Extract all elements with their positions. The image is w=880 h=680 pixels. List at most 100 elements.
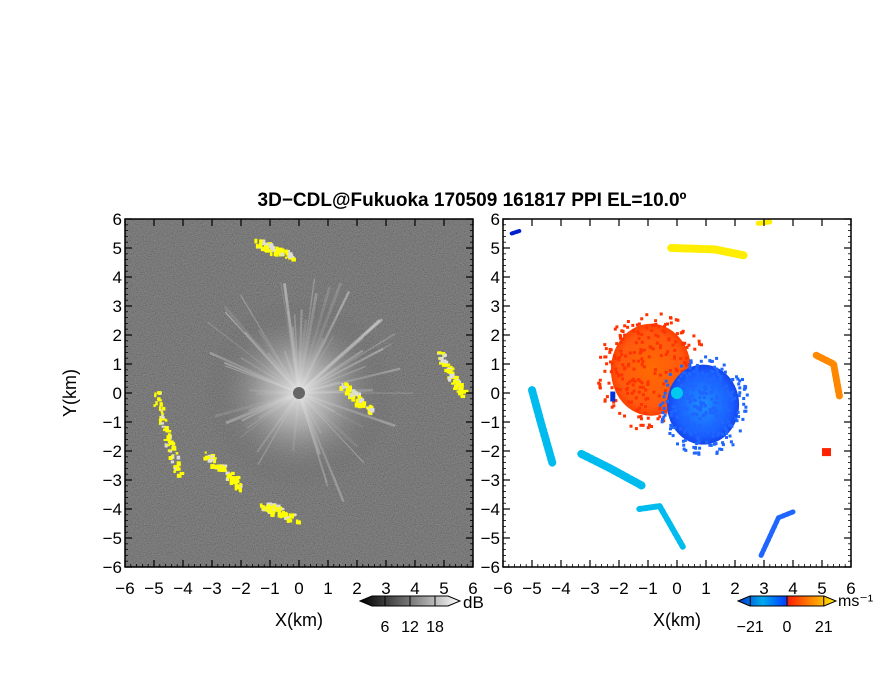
receding-pixel [673,348,677,352]
receding-pixel [603,343,607,347]
receding-pixel [632,389,636,393]
receding-pixel [646,397,650,400]
approaching-pixel [695,370,699,374]
approaching-pixel [699,405,703,409]
echo-pixel [451,371,455,376]
left-xtick-label: 0 [294,579,303,598]
echo-pixel [235,479,239,484]
receding-pixel [621,330,625,333]
receding-pixel [640,340,644,344]
approaching-pixel [709,443,713,447]
echo-pixel [217,466,221,472]
left-ytick-label: −2 [103,442,122,461]
echo-pixel [262,241,265,246]
receding-pixel [624,354,628,358]
receding-pixel [640,357,644,361]
receding-pixel [635,323,639,327]
approaching-pixel [709,369,713,373]
echo-pixel [267,249,272,253]
approaching-pixel [671,405,675,409]
receding-pixel [646,416,650,420]
approaching-pixel [721,421,725,425]
receding-pixel [631,323,635,327]
approaching-pixel [708,428,712,432]
left-ytick-label: 4 [113,268,122,287]
approaching-pixel [696,436,700,440]
receding-pixel [650,425,653,428]
left-ticks: −6 −5 −4 −3 −2 −1 0 1 2 3 4 5 6 −6 −5 −4 −3 −2 −1 0 1 2 3 4 5 6 [103,210,478,598]
receding-pixel [640,381,644,385]
echo-pixel [366,407,370,410]
approaching-pixel [684,448,688,452]
receding-pixel [654,368,657,372]
receding-pixel [623,366,627,370]
echo-pixel [444,368,449,373]
approaching-pixel [675,415,679,419]
right-ytick-label: −3 [481,471,500,490]
echo-pixel [154,394,157,398]
echo-pixel [204,451,207,454]
approaching-pixel [693,446,697,449]
echo-pixel [263,239,266,243]
left-xlabel: X(km) [275,610,323,630]
echo-pixel [157,399,162,402]
approaching-pixel [737,382,741,386]
approaching-pixel [716,433,720,437]
approaching-pixel [718,419,722,423]
approaching-pixel [712,430,715,434]
approaching-pixel [695,442,699,446]
right-panel: −6 −5 −4 −3 −2 −1 0 1 2 3 4 5 6 −6 −5 −4 −3 −2 −1 0 1 2 3 4 5 6 X… [481,210,874,636]
echo-pixel [279,506,283,511]
approaching-pixel [721,387,725,391]
echo-pixel [159,402,163,407]
approaching-pixel [689,359,693,363]
right-ytick-label: 0 [491,384,500,403]
receding-pixel [646,383,650,386]
echo-pixel [228,473,232,476]
receding-pixel [664,410,668,414]
echo-pixel [287,252,293,257]
receding-pixel [623,414,626,418]
receding-pixel [674,367,678,371]
receding-pixel [626,391,629,395]
approaching-pixel [662,395,666,399]
receding-pixel [674,318,678,322]
approaching-pixel [722,399,726,403]
echo-pixel [280,248,283,253]
echo-pixel [284,249,289,254]
receding-pixel [609,348,613,352]
left-ytick-label: −4 [103,500,122,519]
echo-pixel [170,460,175,464]
approaching-pixel [673,405,677,408]
receding-pixel [659,354,663,358]
echo-pixel [161,425,165,428]
echo-pixel [289,519,293,523]
receding-pixel [610,405,614,409]
echo-pixel [448,377,452,382]
receding-pixel [639,423,643,427]
receding-pixel [627,362,631,366]
echo-pixel [353,399,356,402]
approaching-pixel [662,406,666,410]
velocity-echo-red [822,448,831,457]
echo-pixel [218,464,223,468]
receding-pixel [610,386,614,390]
approaching-pixel [711,434,715,438]
echo-pixel [231,471,235,476]
receding-pixel [687,343,691,347]
approaching-pixel [683,430,686,434]
receding-pixel [632,367,636,371]
approaching-pixel [681,439,685,443]
left-xtick-label: 5 [439,579,448,598]
receding-pixel [644,405,647,409]
echo-pixel [281,510,285,515]
right-xtick-label: 3 [759,579,768,598]
approaching-pixel [738,386,742,390]
approaching-pixel [706,372,710,376]
receding-pixel [615,342,619,346]
approaching-pixel [721,432,725,436]
receding-pixel [630,400,634,404]
receding-pixel [675,332,679,336]
receding-pixel [650,329,654,333]
